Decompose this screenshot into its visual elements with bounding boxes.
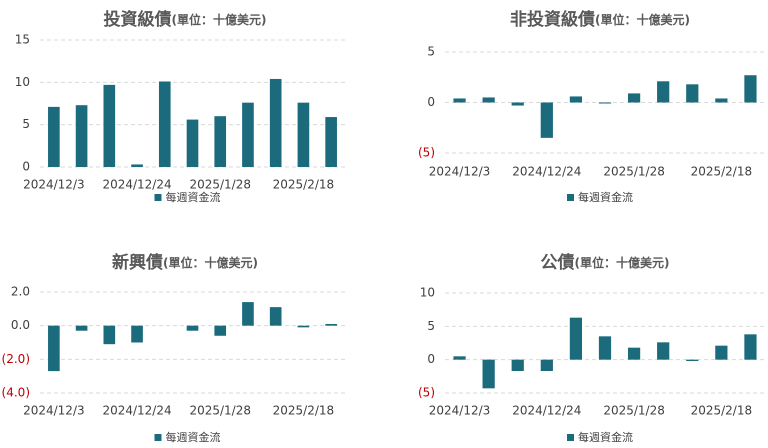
x-tick-label: 2025/2/18 xyxy=(691,165,753,179)
bar xyxy=(48,325,60,372)
x-tick-label: 2025/1/28 xyxy=(603,165,665,179)
y-tick-label: 0 xyxy=(427,95,435,109)
bar xyxy=(511,359,524,371)
x-tick-label: 2024/12/3 xyxy=(429,165,491,179)
bar xyxy=(715,98,728,103)
x-tick-label: 2024/12/3 xyxy=(23,178,85,192)
y-tick-label: 0 xyxy=(427,352,435,366)
x-tick-label: 2025/1/28 xyxy=(189,178,251,192)
bar xyxy=(482,359,495,389)
legend-label: 每週資金流 xyxy=(578,190,633,204)
y-tick-label: 5 xyxy=(22,117,30,131)
legend-label: 每週資金流 xyxy=(166,190,221,204)
y-tick-label: 5 xyxy=(427,319,435,333)
chart-title: 公債(單位：十億美元) xyxy=(541,252,670,273)
bar xyxy=(598,102,612,104)
legend-label: 每週資金流 xyxy=(166,430,221,444)
bar xyxy=(686,84,699,103)
bar xyxy=(686,359,699,361)
y-tick-label: 0.0 xyxy=(11,318,30,332)
bar xyxy=(75,325,88,331)
bar xyxy=(269,307,282,326)
bar xyxy=(657,342,670,360)
bar xyxy=(242,102,254,167)
x-tick-label: 2024/12/24 xyxy=(102,404,171,418)
bar xyxy=(744,334,757,360)
bar xyxy=(297,102,310,167)
y-tick-label: 15 xyxy=(15,33,30,47)
bar xyxy=(48,106,60,167)
y-tick-label: 0 xyxy=(22,160,30,174)
bar xyxy=(540,359,553,371)
y-tick-label: 10 xyxy=(15,75,30,89)
x-tick-label: 2025/2/18 xyxy=(273,178,335,192)
x-tick-label: 2024/12/24 xyxy=(102,178,171,192)
title-main: 投資級債 xyxy=(104,9,172,30)
bar xyxy=(453,356,466,360)
bar xyxy=(242,302,254,326)
y-tick-label: 5 xyxy=(427,45,435,59)
bar xyxy=(627,93,641,103)
bar xyxy=(131,164,143,167)
bar xyxy=(657,81,670,103)
x-tick-label: 2025/2/18 xyxy=(691,404,753,418)
bar xyxy=(744,75,757,103)
title-unit: (單位：十億美元) xyxy=(172,12,267,27)
title-main: 新興債 xyxy=(112,252,163,273)
legend-swatch xyxy=(567,194,574,201)
bar xyxy=(569,96,583,103)
bar xyxy=(131,325,143,343)
bar xyxy=(75,105,88,167)
x-tick-label: 2025/1/28 xyxy=(603,404,665,418)
legend-label: 每週資金流 xyxy=(578,430,633,444)
x-tick-label: 2024/12/24 xyxy=(512,404,581,418)
chart-title: 投資級債(單位：十億美元) xyxy=(104,9,267,30)
bar xyxy=(325,117,337,167)
legend-swatch xyxy=(154,434,162,441)
bar xyxy=(598,336,612,360)
bar xyxy=(627,347,641,360)
bar xyxy=(103,325,116,345)
chart-title: 新興債(單位：十億美元) xyxy=(112,252,258,273)
bar xyxy=(511,102,524,106)
y-tick-label: (5) xyxy=(418,146,435,160)
x-tick-label: 2025/2/18 xyxy=(273,404,335,418)
title-unit: (單位：十億美元) xyxy=(575,255,670,270)
legend-swatch xyxy=(154,194,162,201)
bar xyxy=(325,323,337,326)
x-tick-label: 2024/12/3 xyxy=(23,404,85,418)
bar xyxy=(186,119,199,167)
chart-title: 非投資級債(單位：十億美元) xyxy=(510,9,690,30)
bar xyxy=(158,81,171,167)
y-tick-label: 10 xyxy=(420,286,435,300)
title-main: 非投資級債 xyxy=(510,9,595,30)
bar xyxy=(214,325,227,336)
y-tick-label: (2.0) xyxy=(2,352,30,366)
title-main: 公債 xyxy=(541,252,575,273)
bar xyxy=(297,325,310,328)
bar xyxy=(269,78,282,167)
y-tick-label: (4.0) xyxy=(2,386,30,400)
bar xyxy=(214,116,227,167)
bar xyxy=(103,84,116,167)
bar xyxy=(453,98,466,103)
x-tick-label: 2024/12/24 xyxy=(512,165,581,179)
legend-swatch xyxy=(567,434,574,441)
y-tick-label: 2.0 xyxy=(11,285,30,299)
y-tick-label: (5) xyxy=(418,386,435,400)
x-tick-label: 2024/12/3 xyxy=(429,404,491,418)
bar xyxy=(482,97,495,103)
bar xyxy=(715,345,728,360)
bar xyxy=(540,102,553,138)
title-unit: (單位：十億美元) xyxy=(163,255,258,270)
title-unit: (單位：十億美元) xyxy=(595,12,690,27)
bar xyxy=(569,317,583,360)
x-tick-label: 2025/1/28 xyxy=(189,404,251,418)
bar xyxy=(186,325,199,331)
